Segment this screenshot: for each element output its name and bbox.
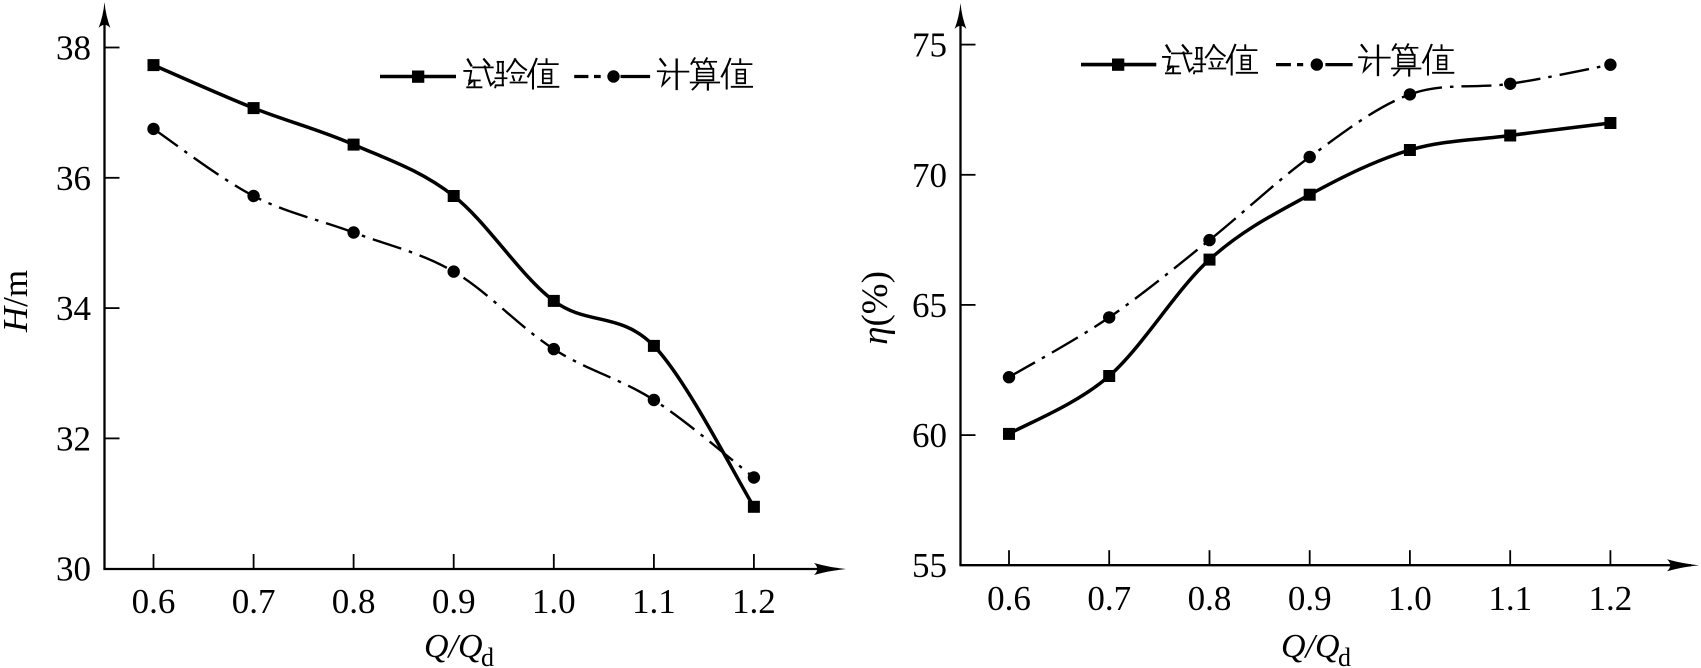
- svg-text:H/m: H/m: [0, 270, 35, 333]
- svg-text:d: d: [1338, 643, 1351, 668]
- svg-text:1.2: 1.2: [732, 582, 776, 621]
- svg-text:1.2: 1.2: [1589, 579, 1633, 618]
- svg-text:0.6: 0.6: [132, 582, 176, 621]
- svg-text:0.8: 0.8: [1188, 579, 1232, 618]
- svg-text:0.9: 0.9: [432, 582, 476, 621]
- svg-text:0.7: 0.7: [232, 582, 276, 621]
- svg-text:60: 60: [912, 416, 947, 455]
- svg-text:36: 36: [56, 159, 91, 198]
- svg-text:32: 32: [56, 419, 91, 458]
- svg-text:0.7: 0.7: [1087, 579, 1131, 618]
- svg-text:38: 38: [56, 29, 91, 68]
- svg-text:0.6: 0.6: [987, 579, 1031, 618]
- svg-text:0.8: 0.8: [332, 582, 376, 621]
- svg-text:65: 65: [912, 286, 947, 325]
- svg-text:η(%): η(%): [855, 271, 896, 345]
- svg-text:Q/Q: Q/Q: [1281, 628, 1340, 665]
- svg-text:1.1: 1.1: [632, 582, 676, 621]
- svg-text:55: 55: [912, 546, 947, 585]
- svg-text:d: d: [481, 643, 494, 668]
- svg-text:70: 70: [912, 156, 947, 195]
- svg-text:0.9: 0.9: [1288, 579, 1332, 618]
- svg-text:Q/Q: Q/Q: [424, 628, 483, 665]
- svg-text:1.0: 1.0: [532, 582, 576, 621]
- svg-text:34: 34: [56, 289, 91, 328]
- svg-text:1.0: 1.0: [1388, 579, 1432, 618]
- svg-text:30: 30: [56, 550, 91, 589]
- svg-text:75: 75: [912, 26, 947, 65]
- svg-text:1.1: 1.1: [1488, 579, 1532, 618]
